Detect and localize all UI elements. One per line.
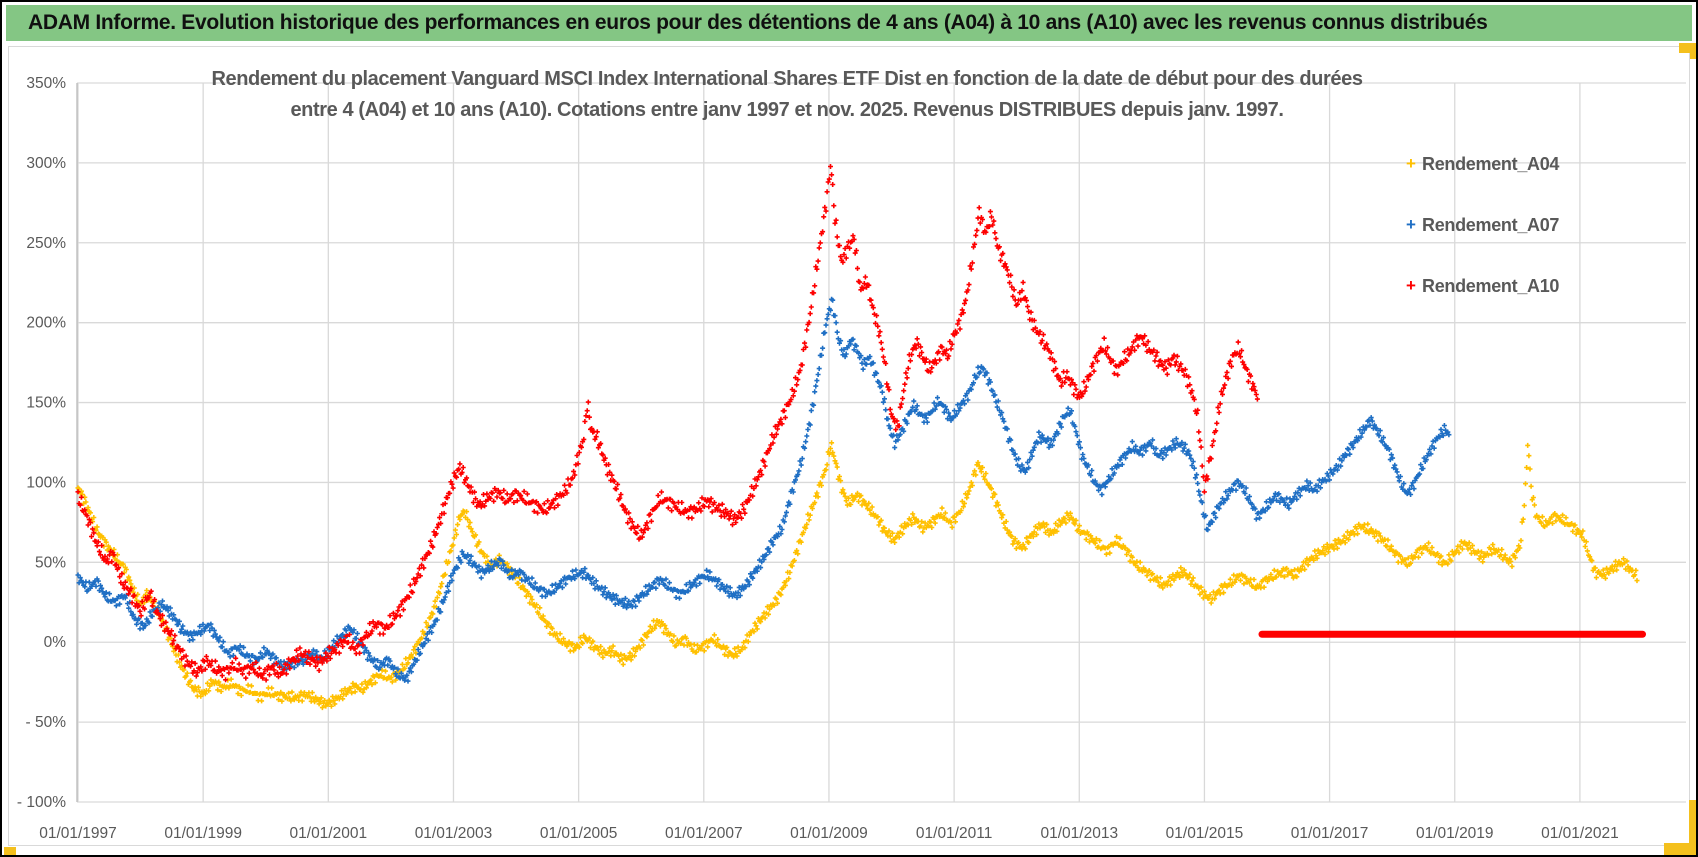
svg-text:01/01/2015: 01/01/2015: [1166, 825, 1244, 842]
chart-frame[interactable]: [8, 46, 1690, 846]
legend-label: Rendement_A04: [1422, 153, 1560, 174]
chart-title: Rendement du placement Vanguard MSCI Ind…: [62, 64, 1512, 126]
legend-item-rendement-a07[interactable]: + Rendement_A07: [1400, 214, 1559, 236]
plus-marker-icon: +: [1406, 276, 1416, 295]
svg-text:200%: 200%: [26, 315, 66, 332]
svg-text:250%: 250%: [26, 235, 66, 252]
svg-text:100%: 100%: [26, 474, 66, 491]
chart-title-line2: entre 4 (A04) et 10 ans (A10). Cotations…: [290, 99, 1284, 121]
svg-text:01/01/2017: 01/01/2017: [1291, 825, 1369, 842]
plus-marker-icon: +: [1406, 154, 1416, 173]
legend-item-rendement-a04[interactable]: + Rendement_A04: [1400, 153, 1559, 175]
cell-highlight-right-bar: [1689, 800, 1696, 855]
legend-item-rendement-a10[interactable]: + Rendement_A10: [1400, 275, 1559, 297]
svg-text:- 100%: - 100%: [17, 794, 66, 811]
svg-text:150%: 150%: [26, 395, 66, 412]
svg-text:- 50%: - 50%: [26, 714, 67, 731]
series-rendement_a10: [75, 164, 1260, 683]
svg-text:01/01/2009: 01/01/2009: [790, 825, 868, 842]
plus-marker-icon: +: [1406, 215, 1416, 234]
chart-title-line1: Rendement du placement Vanguard MSCI Ind…: [211, 68, 1363, 90]
cell-highlight-bottom-right-foot: [1664, 843, 1696, 855]
svg-text:01/01/2011: 01/01/2011: [916, 825, 992, 842]
svg-text:01/01/1997: 01/01/1997: [39, 825, 117, 842]
svg-text:01/01/2001: 01/01/2001: [290, 825, 368, 842]
svg-text:350%: 350%: [26, 75, 66, 92]
svg-text:01/01/1999: 01/01/1999: [164, 825, 242, 842]
svg-text:01/01/2003: 01/01/2003: [415, 825, 493, 842]
header-title: ADAM Informe. Evolution historique des p…: [28, 11, 1488, 34]
cell-highlight-top-right: [1679, 43, 1696, 53]
svg-text:01/01/2021: 01/01/2021: [1541, 825, 1619, 842]
series-rendement_a04: [75, 440, 1640, 711]
series-rendement_a07: [75, 296, 1452, 684]
svg-text:01/01/2007: 01/01/2007: [665, 825, 743, 842]
svg-text:01/01/2019: 01/01/2019: [1416, 825, 1494, 842]
svg-text:01/01/2005: 01/01/2005: [540, 825, 618, 842]
header-banner: ADAM Informe. Evolution historique des p…: [6, 5, 1692, 41]
svg-text:50%: 50%: [35, 554, 66, 571]
svg-text:300%: 300%: [26, 155, 66, 172]
svg-text:01/01/2013: 01/01/2013: [1040, 825, 1118, 842]
cell-highlight-top-right-stub: [1690, 43, 1696, 59]
legend-label: Rendement_A07: [1422, 214, 1560, 235]
svg-text:0%: 0%: [44, 634, 67, 651]
cell-highlight-bottom-left: [4, 847, 16, 855]
legend-label: Rendement_A10: [1422, 275, 1560, 296]
legend: + Rendement_A04 + Rendement_A07 + Rendem…: [1400, 153, 1559, 336]
